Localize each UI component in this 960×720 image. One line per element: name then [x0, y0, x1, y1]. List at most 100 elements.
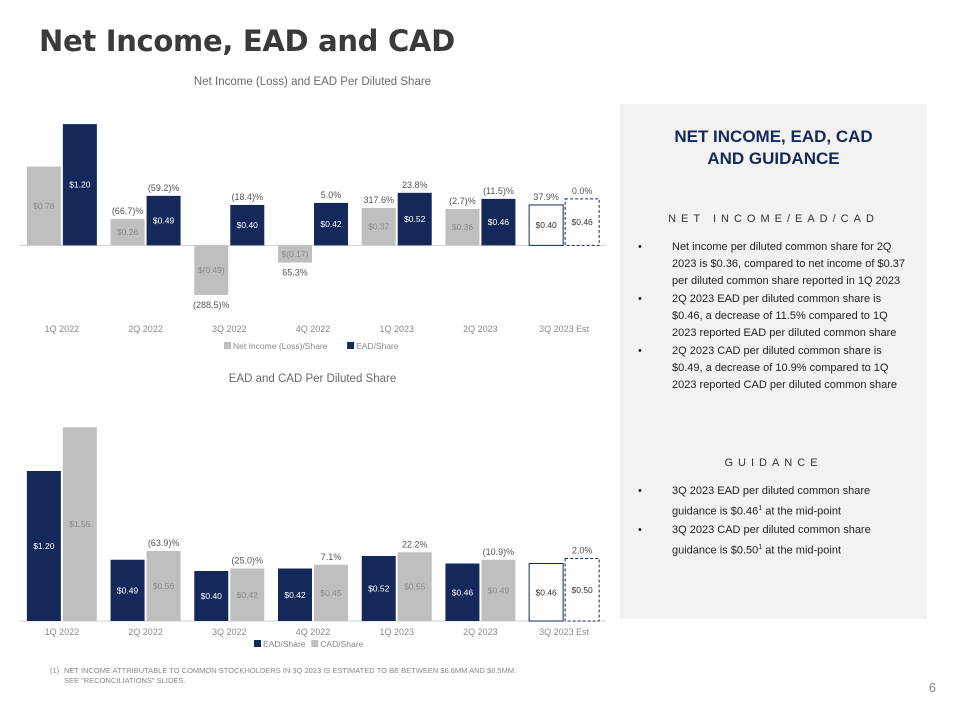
data-label: $0.55: [404, 582, 426, 592]
data-label: $0.50: [572, 585, 594, 595]
footnote: (1) NET INCOME ATTRIBUTABLE TO COMMON ST…: [50, 666, 524, 686]
footnote-text: NET INCOME ATTRIBUTABLE TO COMMON STOCKH…: [64, 666, 517, 685]
bar-b: [314, 202, 348, 246]
guidance-panel: NET INCOME, EAD, CAD AND GUIDANCE NET IN…: [620, 104, 927, 619]
x-tick-label: 2Q 2022: [128, 324, 163, 334]
net-income-ead-chart: $0.78 $0.26 $(0.49) $(0.17) $0.37 $0.36 $0.40 $…: [20, 124, 606, 351]
bar-a: [26, 166, 61, 246]
x-tick-label: 1Q 2022: [45, 324, 80, 334]
x-tick-label: 4Q 2022: [296, 627, 331, 637]
data-label: $0.49: [488, 585, 510, 595]
data-label: $0.46: [488, 217, 510, 227]
data-label: $0.45: [320, 588, 342, 598]
x-tick-label: 4Q 2022: [296, 324, 331, 334]
bar-b: [564, 198, 600, 246]
page-title: Net Income, EAD and CAD: [39, 24, 455, 58]
bar-b: [230, 568, 265, 621]
data-label: $0.40: [201, 591, 223, 601]
data-label: $0.40: [536, 220, 558, 230]
legend-label: CAD/Share: [320, 639, 363, 649]
data-label: $0.78: [33, 201, 55, 211]
growth-annotation: (63.9)%: [148, 538, 180, 548]
x-tick-label: 2Q 2023: [463, 627, 498, 637]
bullet-text: 3Q 2023 EAD per diluted common share gui…: [672, 485, 871, 518]
legend-label: Net Income (Loss)/Share: [233, 341, 328, 351]
legend-label: EAD/Share: [263, 639, 306, 649]
legend-swatch: [311, 640, 319, 647]
growth-annotation: 0.0%: [572, 186, 593, 196]
data-label: $0.46: [452, 587, 474, 597]
data-label: $1.55: [69, 519, 91, 529]
x-tick-label: 1Q 2023: [379, 324, 414, 334]
guidance-bullet-1: • 3Q 2023 EAD per diluted common share gu…: [620, 483, 927, 521]
section-head-guidance: GUIDANCE: [724, 457, 823, 469]
growth-annotation: (66.7)%: [112, 206, 144, 216]
data-label: $0.46: [572, 217, 594, 227]
bullet-dot: •: [638, 485, 642, 497]
bar-b: [397, 192, 432, 246]
x-tick-label: 3Q 2023 Est: [539, 324, 590, 334]
x-tick-label: 3Q 2022: [212, 324, 247, 334]
data-label: $0.46: [536, 587, 558, 597]
data-label: $0.26: [117, 227, 139, 237]
data-label: $1.20: [33, 541, 55, 551]
data-label: $0.40: [237, 220, 259, 230]
data-label: $0.49: [153, 216, 175, 226]
growth-annotation: (11.5)%: [483, 186, 514, 196]
panel-title-line1: NET INCOME, EAD, CAD: [674, 127, 873, 146]
growth-annotation: 317.6%: [363, 195, 394, 205]
chart2-title: EAD and CAD Per Diluted Share: [228, 373, 397, 385]
chart1-title: Net Income (Loss) and EAD Per Diluted Sh…: [193, 76, 432, 88]
bar-a: [194, 245, 229, 295]
growth-annotation: 65.3%: [282, 268, 308, 278]
growth-annotation: 22.2%: [402, 539, 428, 549]
data-label: $0.56: [153, 581, 175, 591]
bullet-dot: •: [638, 293, 642, 305]
x-tick-label: 2Q 2022: [128, 627, 163, 637]
bar-b: [62, 124, 97, 246]
bar-a: [110, 559, 145, 621]
bar-a: [26, 471, 61, 621]
bar-b: [481, 198, 516, 246]
bar-a: [445, 208, 480, 246]
growth-annotation: (288.5)%: [193, 300, 230, 310]
bar-a: [361, 207, 396, 246]
data-label: $0.42: [284, 590, 306, 600]
bar-b: [146, 195, 181, 246]
page-number: 6: [928, 680, 936, 695]
bullet-dot: •: [638, 345, 642, 357]
panel-title-line2: AND GUIDANCE: [707, 149, 840, 168]
x-tick-label: 2Q 2023: [463, 324, 498, 334]
bar-b: [62, 427, 97, 621]
data-label: $(0.49): [198, 265, 225, 275]
guidance-bullet-2: • 3Q 2023 CAD per diluted common share gu…: [620, 522, 927, 560]
bar-a: [528, 563, 564, 622]
growth-annotation: (25.0)%: [232, 556, 264, 566]
growth-annotation: 7.1%: [321, 552, 342, 562]
growth-annotation: (10.9)%: [483, 547, 515, 557]
growth-annotation: 5.0%: [321, 190, 342, 200]
footnote-ref: 1: [758, 543, 763, 551]
bar-b: [314, 564, 348, 621]
data-label: $0.49: [117, 585, 139, 595]
growth-annotation: 37.9%: [533, 192, 559, 202]
bar-b: [564, 558, 600, 622]
bar-a: [110, 219, 145, 246]
legend-swatch: [254, 640, 261, 647]
growth-annotation: 2.0%: [572, 546, 593, 556]
data-label: $1.20: [69, 180, 91, 190]
bullet-dot: •: [638, 241, 642, 253]
bullet-text: 2Q 2023 CAD per diluted common share is …: [672, 345, 898, 391]
data-label: $0.36: [452, 222, 474, 232]
bar-a: [278, 245, 312, 263]
data-label: $0.42: [237, 590, 259, 600]
net-income-bullet-3: • 2Q 2023 CAD per diluted common share is…: [620, 343, 927, 394]
legend-swatch: [347, 342, 355, 349]
x-tick-label: 3Q 2022: [212, 627, 247, 637]
bullet-text: Net income per diluted common share for …: [672, 241, 905, 287]
bullet-text: 2Q 2023 EAD per diluted common share is …: [672, 293, 897, 339]
x-tick-label: 1Q 2023: [379, 627, 414, 637]
panel-title: NET INCOME, EAD, CAD AND GUIDANCE: [620, 126, 927, 170]
bullet-dot: •: [638, 523, 642, 536]
bullet-text: 3Q 2023 CAD per diluted common share gui…: [672, 523, 871, 557]
